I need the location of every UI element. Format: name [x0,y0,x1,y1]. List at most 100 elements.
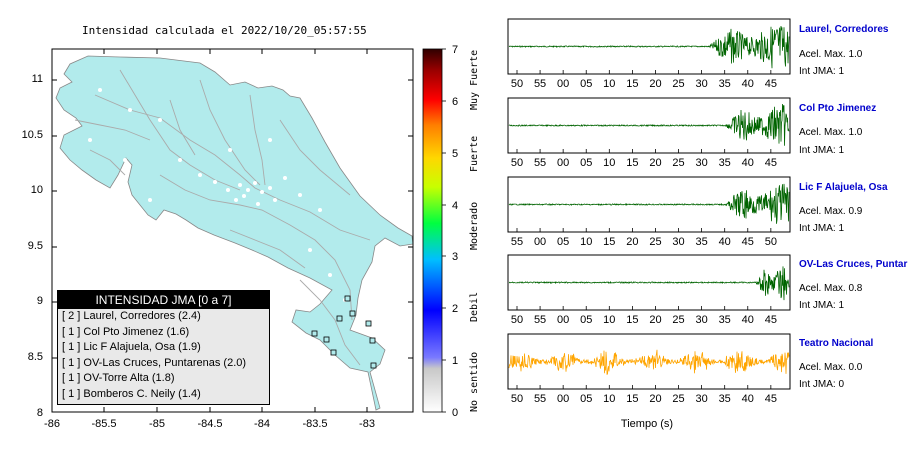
legend-header: INTENSIDAD JMA [0 a 7] [58,291,269,309]
station-accel: Acel. Max. 0.9 [799,206,863,217]
waveform-tick-label: 00 [557,157,569,169]
waveform-tick-label: 55 [511,236,523,248]
station-name: Col Pto Jimenez [799,103,877,114]
waveform-tick-label: 20 [649,393,661,405]
colorbar-tick: 1 [452,355,458,367]
intensity-colorbar [422,48,443,413]
colorbar-label: Fuerte [469,136,480,172]
waveform-tick-label: 25 [649,236,661,248]
map-x-tick: -84.5 [197,418,222,430]
costa-rica-land [55,55,413,411]
map-frame [51,48,414,413]
waveform-tick-label: 30 [695,157,707,169]
station-jma: Int JMA: 0 [799,379,845,390]
waveform-tick-label: 30 [695,78,707,90]
waveform-tick-label: 20 [649,78,661,90]
waveform-tick-label: 15 [626,393,638,405]
waveform-tick-label: 10 [603,393,615,405]
intensity-station-markers [311,295,377,369]
station-jma: Int JMA: 1 [799,300,845,311]
map-x-tick: -83 [359,418,375,430]
waveform-tick-label: 35 [719,157,731,169]
waveform-tick-label: 00 [557,314,569,326]
waveform-tick-label: 50 [511,157,523,169]
waveform-trace [508,183,790,224]
report-title: Intensidad calculada el 2022/10/20_05:57… [82,24,367,37]
waveform-tick-label: 40 [719,236,731,248]
legend-item: [ 1 ] Lic F Alajuela, Osa (1.9) [62,341,201,353]
waveform-tick-label: 35 [719,393,731,405]
waveform-tick-label: 05 [580,78,592,90]
waveform-tick-label: 50 [511,393,523,405]
station-jma: Int JMA: 1 [799,66,845,77]
waveform-tick-label: 15 [626,314,638,326]
waveform-tick-label: 45 [765,314,777,326]
waveform-tick-label: 10 [580,236,592,248]
waveform-tick-label: 50 [765,236,777,248]
waveform-tick-label: 35 [719,78,731,90]
station-name: Lic F Alajuela, Osa [799,182,888,193]
colorbar-label: No sentido [469,352,480,412]
station-name: OV-Las Cruces, Puntar [799,259,908,270]
waveform-tick-label: 25 [672,78,684,90]
colorbar-tick: 0 [452,407,458,419]
waveform-tick-label: 00 [557,78,569,90]
waveform-tick-label: 30 [672,236,684,248]
waveform-tick-label: 05 [580,314,592,326]
colorbar-tick: 7 [452,44,458,56]
legend-item: [ 1 ] Col Pto Jimenez (1.6) [62,325,190,338]
map-y-tick: 8.5 [28,351,43,363]
colorbar-label: Debil [469,292,480,322]
waveform-tick-label: 45 [765,393,777,405]
station-dots [88,88,347,302]
waveform-trace [508,349,790,375]
waveform-tick-label: 55 [534,157,546,169]
colorbar-tick: 2 [452,303,458,315]
time-axis-label: Tiempo (s) [621,418,673,430]
map-x-tick: -84 [254,418,270,430]
waveform-tick-label: 00 [534,236,546,248]
waveform-tick-label: 35 [719,314,731,326]
waveform-tick-label: 00 [557,393,569,405]
colorbar-label: Muy Fuerte [469,50,480,110]
station-accel: Acel. Max. 1.0 [799,49,863,60]
waveform-tick-label: 05 [580,393,592,405]
map-y-tick: 8 [37,407,43,419]
waveform-panels: 50 55 00 05 10 15 20 25 30 35 40 45 50 55 00 05 10 15 20 25… [507,18,791,405]
waveform-tick-label: 40 [742,314,754,326]
colorbar-tick: 4 [452,200,458,212]
waveform-tick-label: 25 [672,157,684,169]
road-network [74,69,371,366]
map-y-tick: 10.5 [22,129,43,141]
waveform-tick-label: 40 [742,78,754,90]
waveform-trace [509,266,790,301]
map-x-tick: -85 [149,418,165,430]
waveform-tick-label: 40 [742,157,754,169]
waveform-tick-label: 55 [534,314,546,326]
station-accel: Acel. Max. 0.8 [799,283,863,294]
map-y-tick: 11 [32,73,43,85]
legend-item: [ 1 ] OV-Torre Alta (1.8) [62,372,175,384]
waveform-tick-label: 15 [626,78,638,90]
map-y-tick: 10 [31,184,43,196]
waveform-tick-label: 35 [695,236,707,248]
waveform-tick-label: 20 [649,157,661,169]
legend-item: [ 2 ] Laurel, Corredores (2.4) [62,310,201,322]
waveform-tick-label: 45 [765,157,777,169]
map-tick-marks [51,49,413,413]
waveform-tick-label: 45 [742,236,754,248]
map-x-tick: -86 [44,418,60,430]
map-y-tick: 9 [37,295,43,307]
waveform-tick-label: 25 [672,393,684,405]
waveform-trace [508,103,790,146]
colorbar-label: Moderado [469,202,480,250]
waveform-tick-label: 30 [695,393,707,405]
station-accel: Acel. Max. 1.0 [799,127,863,138]
station-jma: Int JMA: 1 [799,223,845,234]
waveform-tick-label: 05 [557,236,569,248]
waveform-tick-label: 55 [534,393,546,405]
map-y-tick: 9.5 [28,240,43,252]
station-name: Teatro Nacional [799,338,874,349]
